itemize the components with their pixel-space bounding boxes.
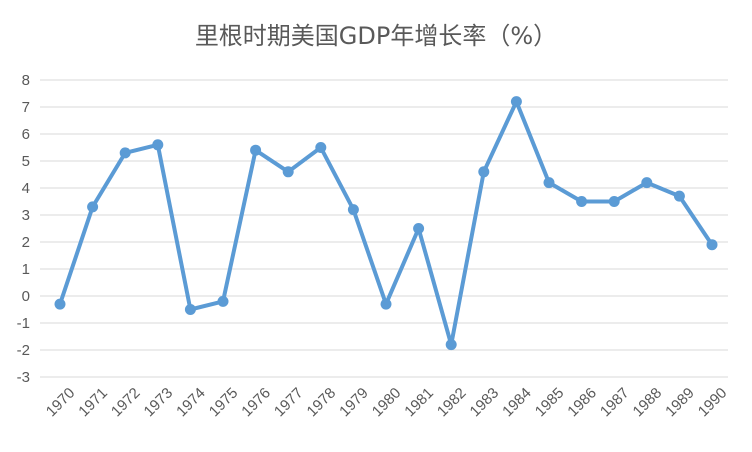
x-tick-label: 1990 bbox=[695, 385, 731, 421]
data-point bbox=[152, 139, 164, 151]
data-point bbox=[576, 196, 588, 207]
data-point bbox=[673, 190, 685, 202]
x-tick-label: 1984 bbox=[499, 385, 535, 421]
x-tick-label: 1971 bbox=[75, 385, 111, 421]
data-point bbox=[641, 177, 653, 189]
x-tick-label: 1982 bbox=[434, 385, 470, 421]
data-point bbox=[608, 196, 620, 207]
x-tick-label: 1980 bbox=[369, 385, 405, 421]
gridlines bbox=[40, 79, 728, 378]
x-tick-label: 1987 bbox=[597, 385, 633, 421]
y-tick-label: 7 bbox=[22, 99, 30, 116]
data-point bbox=[54, 298, 66, 310]
data-point bbox=[413, 223, 425, 234]
data-point bbox=[250, 144, 262, 156]
y-tick-label: 6 bbox=[22, 126, 30, 143]
y-tick-label: 0 bbox=[22, 288, 30, 305]
data-point bbox=[87, 201, 99, 213]
data-point bbox=[510, 96, 522, 108]
data-point bbox=[445, 339, 457, 351]
data-point bbox=[184, 304, 196, 315]
data-point bbox=[380, 298, 392, 310]
y-tick-label: 3 bbox=[22, 207, 30, 224]
x-tick-label: 1975 bbox=[206, 385, 242, 421]
data-point bbox=[478, 166, 490, 178]
data-point bbox=[543, 177, 555, 189]
data-point bbox=[347, 204, 359, 216]
x-tick-label: 1974 bbox=[173, 385, 209, 421]
x-tick-label: 1985 bbox=[532, 385, 568, 421]
y-tick-label: 1 bbox=[22, 261, 30, 278]
series-layer bbox=[54, 96, 718, 351]
x-tick-label: 1983 bbox=[467, 385, 503, 421]
chart-title: 里根时期美国GDP年增长率（%） bbox=[195, 22, 557, 50]
x-tick-label: 1970 bbox=[43, 385, 79, 421]
y-tick-label: -1 bbox=[17, 315, 30, 332]
y-tick-label: 8 bbox=[22, 72, 30, 89]
x-tick-label: 1981 bbox=[401, 385, 437, 421]
y-tick-label: -3 bbox=[17, 369, 30, 386]
x-tick-label: 1973 bbox=[141, 385, 177, 421]
data-point bbox=[217, 295, 229, 307]
x-tick-label: 1978 bbox=[304, 385, 340, 421]
x-tick-label: 1988 bbox=[630, 385, 666, 421]
data-point bbox=[282, 166, 294, 178]
data-point bbox=[315, 142, 327, 153]
data-point bbox=[119, 147, 131, 159]
x-axis-ticks: 1970197119721973197419751976197719781979… bbox=[43, 385, 731, 421]
data-point bbox=[706, 239, 718, 251]
x-tick-label: 1977 bbox=[271, 385, 307, 421]
x-tick-label: 1972 bbox=[108, 385, 144, 421]
y-tick-label: 4 bbox=[22, 180, 30, 197]
x-tick-label: 1989 bbox=[662, 385, 698, 421]
x-tick-label: 1979 bbox=[336, 385, 372, 421]
y-tick-label: 2 bbox=[22, 234, 30, 251]
x-tick-label: 1976 bbox=[238, 385, 274, 421]
y-axis-ticks: -3 -2 -1 0 1 2 3 4 5 6 7 8 bbox=[17, 72, 30, 386]
y-tick-label: 5 bbox=[22, 153, 30, 170]
y-tick-label: -2 bbox=[17, 342, 30, 359]
x-tick-label: 1986 bbox=[564, 385, 600, 421]
